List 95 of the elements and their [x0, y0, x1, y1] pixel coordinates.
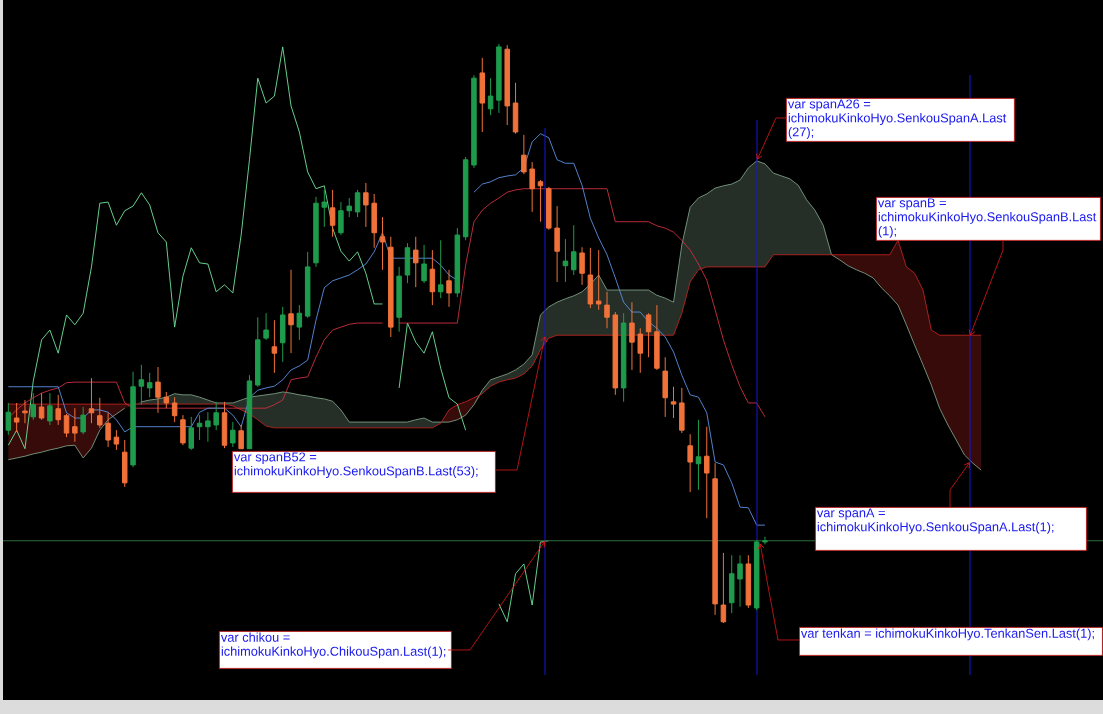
candlestick: [695, 419, 702, 491]
candlestick: [554, 205, 560, 283]
candlestick: [421, 244, 427, 284]
candlestick: [354, 189, 361, 218]
candlestick: [479, 57, 486, 133]
candlestick: [113, 429, 120, 451]
candlestick: [72, 407, 78, 443]
candlestick: [587, 247, 594, 309]
candlestick: [504, 44, 510, 126]
candlestick: [38, 392, 45, 421]
candlestick: [529, 161, 535, 213]
candlestick: [346, 197, 352, 218]
candlestick: [288, 269, 294, 354]
candlestick: [737, 554, 743, 608]
text: var tenkan = ichimokuKinkoHyo.TenkanSen.Last(1);: [800, 628, 1094, 641]
candlestick: [595, 249, 602, 311]
candlestick: [255, 316, 261, 388]
candlestick: [88, 377, 95, 424]
candlestick: [263, 312, 269, 341]
candlestick: [13, 402, 20, 433]
candlestick: [704, 426, 710, 519]
candlestick: [5, 402, 12, 436]
candlestick: [437, 239, 444, 299]
candlestick: [313, 196, 319, 268]
candlestick: [496, 43, 502, 114]
candlestick: [654, 304, 660, 371]
candlestick: [462, 156, 469, 241]
candlestick: [371, 193, 377, 249]
candlestick: [629, 301, 635, 371]
annotation: var spanA26 = ichimokuKinkoHyo.SenkouSpanA.Last(27);: [787, 99, 1007, 139]
candlestick: [571, 224, 577, 276]
candlestick: [321, 189, 328, 228]
candlestick: [130, 371, 136, 468]
candlestick: [388, 236, 394, 338]
candlestick: [745, 554, 752, 609]
candlestick: [579, 246, 585, 286]
candlestick: [612, 311, 619, 396]
candlestick: [662, 356, 668, 418]
candlestick: [171, 396, 178, 423]
candlestick: [363, 182, 369, 228]
candlestick: [238, 424, 244, 450]
candlestick: [728, 554, 735, 614]
candlestick: [163, 391, 170, 409]
candlestick: [720, 552, 727, 624]
candlestick: [121, 439, 128, 488]
candlestick: [396, 266, 402, 333]
candlestick: [637, 327, 644, 374]
candlestick: [604, 291, 610, 329]
candlestick: [30, 392, 37, 421]
annotation: var spanA = ichimokuKinkoHyo.SenkouSpanA.Last(1);: [816, 508, 1054, 534]
candlestick: [296, 304, 303, 341]
candlestick: [670, 386, 677, 419]
candlestick: [205, 411, 211, 443]
candlestick: [537, 179, 544, 223]
candlestick: [712, 462, 718, 616]
candlestick: [679, 387, 685, 434]
candlestick: [512, 82, 519, 135]
candlestick: [404, 242, 411, 284]
annotation: var spanB52 = ichimokuKinkoHyo.SenkouSpanB.Last(53);: [233, 452, 478, 478]
candlestick: [413, 236, 419, 288]
candlestick: [454, 227, 461, 298]
candlestick: [213, 401, 219, 431]
candlestick: [22, 399, 28, 424]
candlestick: [521, 134, 527, 175]
candlestick: [155, 366, 161, 414]
candlestick: [230, 421, 236, 448]
candlestick: [138, 364, 145, 406]
candlestick: [546, 186, 552, 231]
candlestick: [620, 312, 627, 403]
annotation: var spanB = ichimokuKinkoHyo.SenkouSpanB.Last(1);: [877, 198, 1097, 238]
candlestick: [279, 306, 286, 363]
candlestick: [762, 536, 768, 545]
candlestick: [196, 414, 203, 441]
candlestick: [687, 433, 693, 493]
candlestick: [304, 251, 311, 319]
candlestick: [188, 416, 194, 451]
candlestick: [47, 392, 53, 426]
candlestick: [487, 77, 494, 116]
candlestick: [55, 394, 61, 426]
text: var chikou = ichimokuKinkoHyo.ChikouSpan.Last(1);: [220, 632, 446, 659]
candlestick: [338, 201, 344, 236]
candlestick: [105, 412, 111, 448]
candlestick: [645, 312, 652, 358]
candlestick: [180, 414, 186, 446]
candlestick: [753, 539, 760, 611]
candlestick: [146, 372, 153, 398]
candlestick: [329, 189, 336, 238]
candlestick: [429, 249, 436, 306]
candlestick: [97, 397, 103, 429]
candlestick: [562, 238, 569, 283]
candlestick: [379, 216, 386, 271]
candlestick: [471, 74, 477, 169]
candlestick: [446, 269, 452, 308]
candlestick: [80, 406, 86, 435]
candlestick: [271, 319, 278, 374]
